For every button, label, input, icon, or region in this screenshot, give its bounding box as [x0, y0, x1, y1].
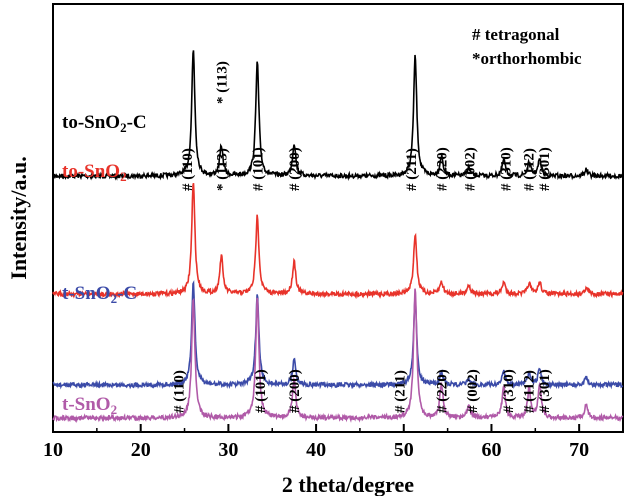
- peak-annotations: * (113) # (110) * (113) # (101) # (200) # (21…: [171, 61, 553, 413]
- peak-annotation: # (211): [404, 148, 420, 191]
- series-label: to-SnO2: [62, 161, 127, 184]
- y-axis-title: Intensity/a.u.: [6, 156, 31, 279]
- phase-legend-item: # tetragonal: [472, 25, 560, 44]
- peak-annotation: # (110): [171, 370, 187, 413]
- peak-annotation: # (310): [501, 369, 517, 413]
- x-axis-title: 2 theta/degree: [282, 472, 414, 496]
- series-line: [52, 280, 624, 390]
- x-tick-label: 10: [43, 439, 63, 461]
- x-tick-label: 60: [481, 439, 501, 461]
- series-to-sno2: to-SnO2: [52, 161, 624, 300]
- x-tick-label: 20: [131, 439, 151, 461]
- peak-annotation: # (101): [250, 147, 266, 191]
- series-label: to-SnO2-C: [62, 112, 147, 135]
- series-to-sno2-c: to-SnO2-C: [52, 50, 624, 181]
- series-t-sno2-c: t-SnO2-C: [52, 280, 624, 390]
- series-line: [52, 288, 624, 424]
- phase-legend-item: *orthorhombic: [472, 49, 582, 68]
- peak-annotation: # (200): [287, 369, 303, 413]
- x-tick-label: 70: [569, 439, 589, 461]
- phase-legend: # tetragonal *orthorhombic: [472, 25, 582, 68]
- peak-annotation: # (200): [287, 147, 303, 191]
- x-tick-label: 40: [306, 439, 326, 461]
- peak-annotation: # (211): [392, 370, 408, 413]
- peak-annotation: # (112): [521, 370, 537, 413]
- peak-annotation: # (220): [435, 369, 451, 413]
- peak-annotation: # (220): [435, 147, 451, 191]
- plot-frame: [52, 3, 624, 433]
- x-axis-ticks: 10 20 30 40 50 60 70: [43, 424, 589, 461]
- peak-annotation: # (301): [537, 147, 553, 191]
- peak-annotation: * (113): [214, 148, 230, 191]
- x-tick-label: 30: [218, 439, 238, 461]
- series-label: t-SnO2-C: [62, 283, 137, 306]
- peak-annotation: # (110): [180, 148, 196, 191]
- peak-annotation: # (310): [499, 147, 515, 191]
- peak-annotation: # (301): [537, 369, 553, 413]
- peak-annotation: # (101): [253, 369, 269, 413]
- series-line: [52, 50, 624, 181]
- series-line: [52, 183, 624, 300]
- x-tick-label: 50: [394, 439, 414, 461]
- series-t-sno2: t-SnO2: [52, 288, 624, 424]
- series-layer: to-SnO2-C to-SnO2 t-SnO2-C t-SnO2: [52, 50, 624, 424]
- series-label: t-SnO2: [62, 394, 117, 417]
- plot-border: [52, 3, 624, 433]
- peak-annotation: # (112): [521, 148, 537, 191]
- peak-annotation: # (002): [465, 369, 481, 413]
- peak-annotation: # (002): [463, 147, 479, 191]
- peak-annotation: * (113): [214, 61, 230, 104]
